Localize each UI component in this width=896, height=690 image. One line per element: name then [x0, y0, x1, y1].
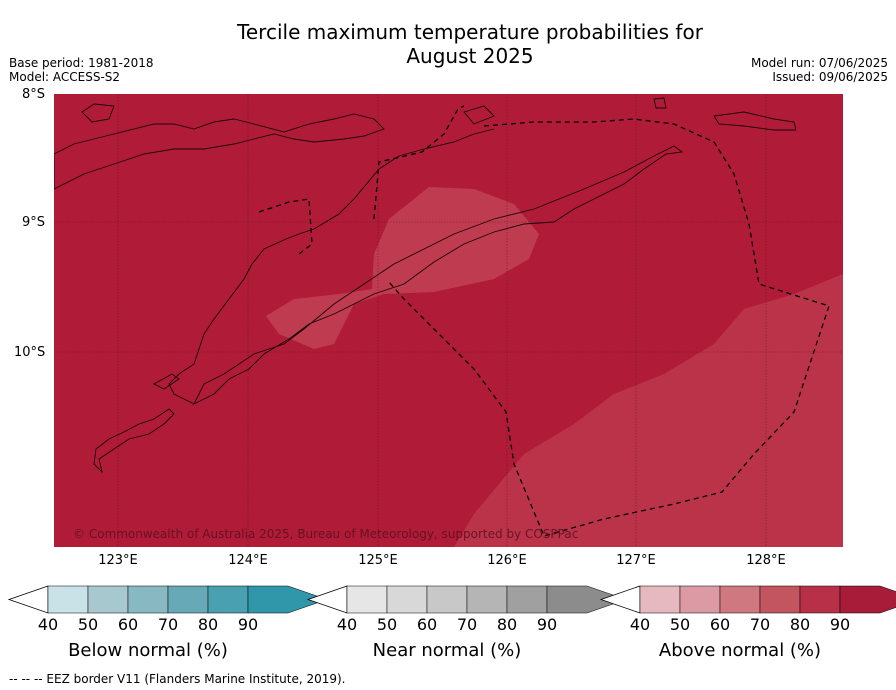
colorbar-tick-label: 80 [197, 615, 219, 634]
colorbar-swatch-60 [127, 585, 169, 614]
colorbar-title-near: Near normal (%) [372, 640, 522, 661]
colorbar-swatch-70 [759, 585, 801, 614]
colorbar-tick-label: 40 [336, 615, 358, 634]
colorbar-tick-label: 90 [237, 615, 259, 634]
colorbar-swatch-80 [506, 585, 548, 614]
colorbar-tick-label: 40 [629, 615, 651, 634]
colorbar-tick-label: 80 [789, 615, 811, 634]
colorbar-tick-label: 70 [157, 615, 179, 634]
colorbar-tick-label: 60 [416, 615, 438, 634]
eez-footnote: -- -- -- EEZ border V11 (Flanders Marine… [9, 672, 346, 686]
colorbar-tick-label: 60 [117, 615, 139, 634]
eez-segment-main [388, 118, 830, 537]
model-name: Model: ACCESS-S2 [9, 70, 121, 84]
lon-label-125e: 125°E [358, 553, 398, 568]
colorbar-tick-label: 50 [669, 615, 691, 634]
colorbar-tick-label: 90 [536, 615, 558, 634]
lon-label-126e: 126°E [487, 553, 527, 568]
colorbar-swatch-40 [346, 585, 388, 614]
map-panel [53, 94, 843, 547]
colorbar-swatch-70 [466, 585, 508, 614]
eez-border [258, 105, 830, 537]
colorbar-swatch-90 [546, 585, 627, 614]
colorbar-swatch-70 [167, 585, 209, 614]
small-island-3 [653, 97, 667, 109]
colorbar-swatch-50 [679, 585, 721, 614]
flores-island [53, 113, 385, 190]
timor-coast [192, 145, 684, 406]
small-island-1 [81, 103, 115, 123]
colorbar-swatch-50 [87, 585, 129, 614]
colorbar-title-below: Below normal (%) [68, 640, 228, 661]
colorbar-below-normal [7, 585, 328, 614]
colorbars-svg [7, 585, 896, 614]
colorbar-under-arrow [306, 585, 348, 614]
copyright-credit: © Commonwealth of Australia 2025, Bureau… [73, 527, 579, 541]
lat-label-10s: 10°S [14, 345, 46, 360]
probability-zone-lower [454, 274, 843, 547]
colorbar-swatch-80 [799, 585, 841, 614]
map-title: Tercile maximum temperature probabilitie… [170, 20, 770, 68]
run-info: Model run: 07/06/2025 Issued: 09/06/2025 [751, 56, 888, 84]
map-svg [53, 94, 843, 547]
colorbar-above-normal [599, 585, 896, 614]
colorbar-tick-label: 70 [456, 615, 478, 634]
colorbar-tick-label: 80 [496, 615, 518, 634]
colorbar-swatch-40 [639, 585, 681, 614]
lon-label-123e: 123°E [98, 553, 138, 568]
colorbar-tick-label: 70 [749, 615, 771, 634]
small-island-4 [713, 111, 797, 131]
colorbar-tick-label: 90 [829, 615, 851, 634]
lat-label-9s: 9°S [22, 215, 46, 230]
timor-north-coast [168, 128, 495, 405]
rote-island [93, 408, 175, 474]
colorbar-swatch-90 [839, 585, 896, 614]
title-line-1: Tercile maximum temperature probabilitie… [237, 20, 703, 44]
colorbar-title-above: Above normal (%) [658, 640, 822, 661]
colorbar-swatch-90 [247, 585, 328, 614]
small-island-2 [463, 105, 495, 125]
colorbar-swatch-80 [207, 585, 249, 614]
lon-label-128e: 128°E [746, 553, 786, 568]
colorbar-tick-label: 60 [709, 615, 731, 634]
semau-island [153, 373, 180, 390]
model-run: Model run: 07/06/2025 [750, 56, 888, 70]
colorbar-swatch-50 [386, 585, 428, 614]
issued-date: Issued: 09/06/2025 [772, 70, 888, 84]
graticule [54, 94, 843, 547]
eez-segment-north [373, 105, 465, 220]
eez-segment-oecusse [258, 198, 313, 255]
colorbar-swatch-60 [426, 585, 468, 614]
lat-label-8s: 8°S [22, 87, 46, 102]
title-line-2: August 2025 [406, 44, 534, 68]
lon-label-127e: 127°E [616, 553, 656, 568]
colorbar-tick-label: 40 [37, 615, 59, 634]
base-period: Base period: 1981-2018 [9, 56, 154, 70]
colorbar-under-arrow [599, 585, 641, 614]
colorbar-tick-label: 50 [376, 615, 398, 634]
colorbar-tick-label: 50 [77, 615, 99, 634]
colorbar-swatch-40 [47, 585, 89, 614]
colorbar-near-normal [306, 585, 627, 614]
coastlines [53, 97, 797, 474]
lon-label-124e: 124°E [228, 553, 268, 568]
colorbar-under-arrow [7, 585, 49, 614]
model-info: Base period: 1981-2018 Model: ACCESS-S2 [9, 56, 154, 84]
colorbar-swatch-60 [719, 585, 761, 614]
